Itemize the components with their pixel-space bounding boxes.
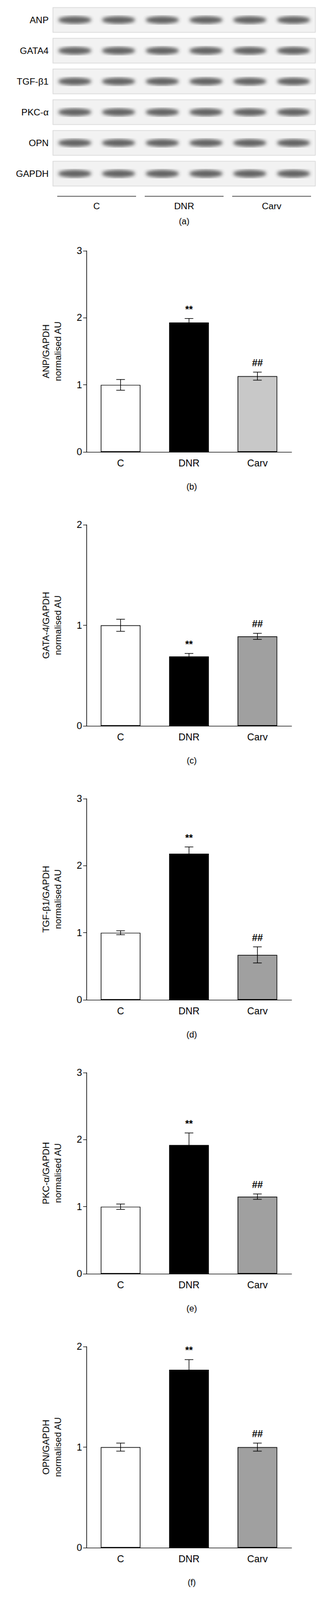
svg-text:C: C xyxy=(117,458,125,470)
svg-text:##: ## xyxy=(252,619,263,631)
svg-text:1: 1 xyxy=(76,1203,83,1214)
svg-text:1: 1 xyxy=(76,1443,83,1455)
svg-text:(f): (f) xyxy=(187,1580,196,1590)
svg-text:DNR: DNR xyxy=(178,1555,200,1567)
svg-text:Carv: Carv xyxy=(247,458,268,470)
svg-text:##: ## xyxy=(252,358,263,369)
svg-text:2: 2 xyxy=(76,520,83,531)
svg-text:2: 2 xyxy=(76,1135,83,1147)
svg-text:DNR: DNR xyxy=(174,201,195,212)
svg-text:0: 0 xyxy=(76,995,83,1007)
svg-text:TGF-β1: TGF-β1 xyxy=(16,76,49,87)
svg-text:ANP/GAPDH: ANP/GAPDH xyxy=(41,324,52,379)
svg-text:##: ## xyxy=(252,1180,263,1192)
svg-text:PKC-α: PKC-α xyxy=(21,107,50,118)
svg-text:Carv: Carv xyxy=(247,1555,268,1567)
svg-text:GATA4: GATA4 xyxy=(19,45,49,57)
svg-text:Carv: Carv xyxy=(247,732,268,744)
svg-text:GATA-4/GAPDH: GATA-4/GAPDH xyxy=(41,592,52,660)
svg-text:**: ** xyxy=(185,639,193,651)
svg-text:normalised AU: normalised AU xyxy=(52,596,64,657)
svg-text:Carv: Carv xyxy=(261,201,282,212)
svg-text:**: ** xyxy=(185,304,193,316)
svg-text:2: 2 xyxy=(76,861,83,873)
svg-text:2: 2 xyxy=(76,1342,83,1354)
svg-text:Carv: Carv xyxy=(247,1007,268,1018)
svg-text:3: 3 xyxy=(76,1068,83,1080)
svg-text:C: C xyxy=(117,1555,125,1567)
svg-text:0: 0 xyxy=(76,447,83,458)
svg-text:(e): (e) xyxy=(186,1305,198,1315)
svg-text:1: 1 xyxy=(76,380,83,391)
svg-text:C: C xyxy=(117,1281,125,1293)
svg-text:(c): (c) xyxy=(186,757,198,767)
svg-text:3: 3 xyxy=(76,794,83,806)
svg-text:normalised AU: normalised AU xyxy=(52,1419,64,1480)
svg-text:DNR: DNR xyxy=(178,1281,200,1293)
svg-text:3: 3 xyxy=(76,245,83,257)
svg-text:0: 0 xyxy=(76,721,83,733)
svg-text:Carv: Carv xyxy=(247,1281,268,1293)
svg-text:**: ** xyxy=(185,1119,193,1131)
svg-text:**: ** xyxy=(185,1346,193,1358)
svg-text:GAPDH: GAPDH xyxy=(16,169,49,180)
svg-text:C: C xyxy=(117,1007,125,1018)
svg-text:(a): (a) xyxy=(178,217,190,227)
svg-text:0: 0 xyxy=(76,1544,83,1556)
svg-text:0: 0 xyxy=(76,1270,83,1281)
svg-text:normalised AU: normalised AU xyxy=(52,1144,64,1205)
svg-text:OPN/GAPDH: OPN/GAPDH xyxy=(41,1421,52,1477)
svg-text:OPN: OPN xyxy=(28,138,49,149)
svg-text:PKC-α/GAPDH: PKC-α/GAPDH xyxy=(41,1143,52,1207)
svg-text:1: 1 xyxy=(76,621,83,632)
svg-text:##: ## xyxy=(252,933,263,945)
svg-text:normalised AU: normalised AU xyxy=(52,870,64,931)
svg-text:DNR: DNR xyxy=(178,1007,200,1018)
svg-text:ANP: ANP xyxy=(29,15,49,26)
svg-text:C: C xyxy=(117,732,125,744)
svg-text:2: 2 xyxy=(76,312,83,324)
svg-text:DNR: DNR xyxy=(178,732,200,744)
svg-text:(d): (d) xyxy=(186,1031,198,1041)
svg-text:TGF-β1/GAPDH: TGF-β1/GAPDH xyxy=(41,866,52,934)
svg-text:1: 1 xyxy=(76,928,83,940)
svg-text:(b): (b) xyxy=(186,482,198,492)
svg-text:C: C xyxy=(93,201,100,212)
svg-text:##: ## xyxy=(252,1430,263,1442)
svg-text:**: ** xyxy=(185,833,193,845)
svg-text:normalised AU: normalised AU xyxy=(52,321,64,382)
svg-text:DNR: DNR xyxy=(178,458,200,470)
